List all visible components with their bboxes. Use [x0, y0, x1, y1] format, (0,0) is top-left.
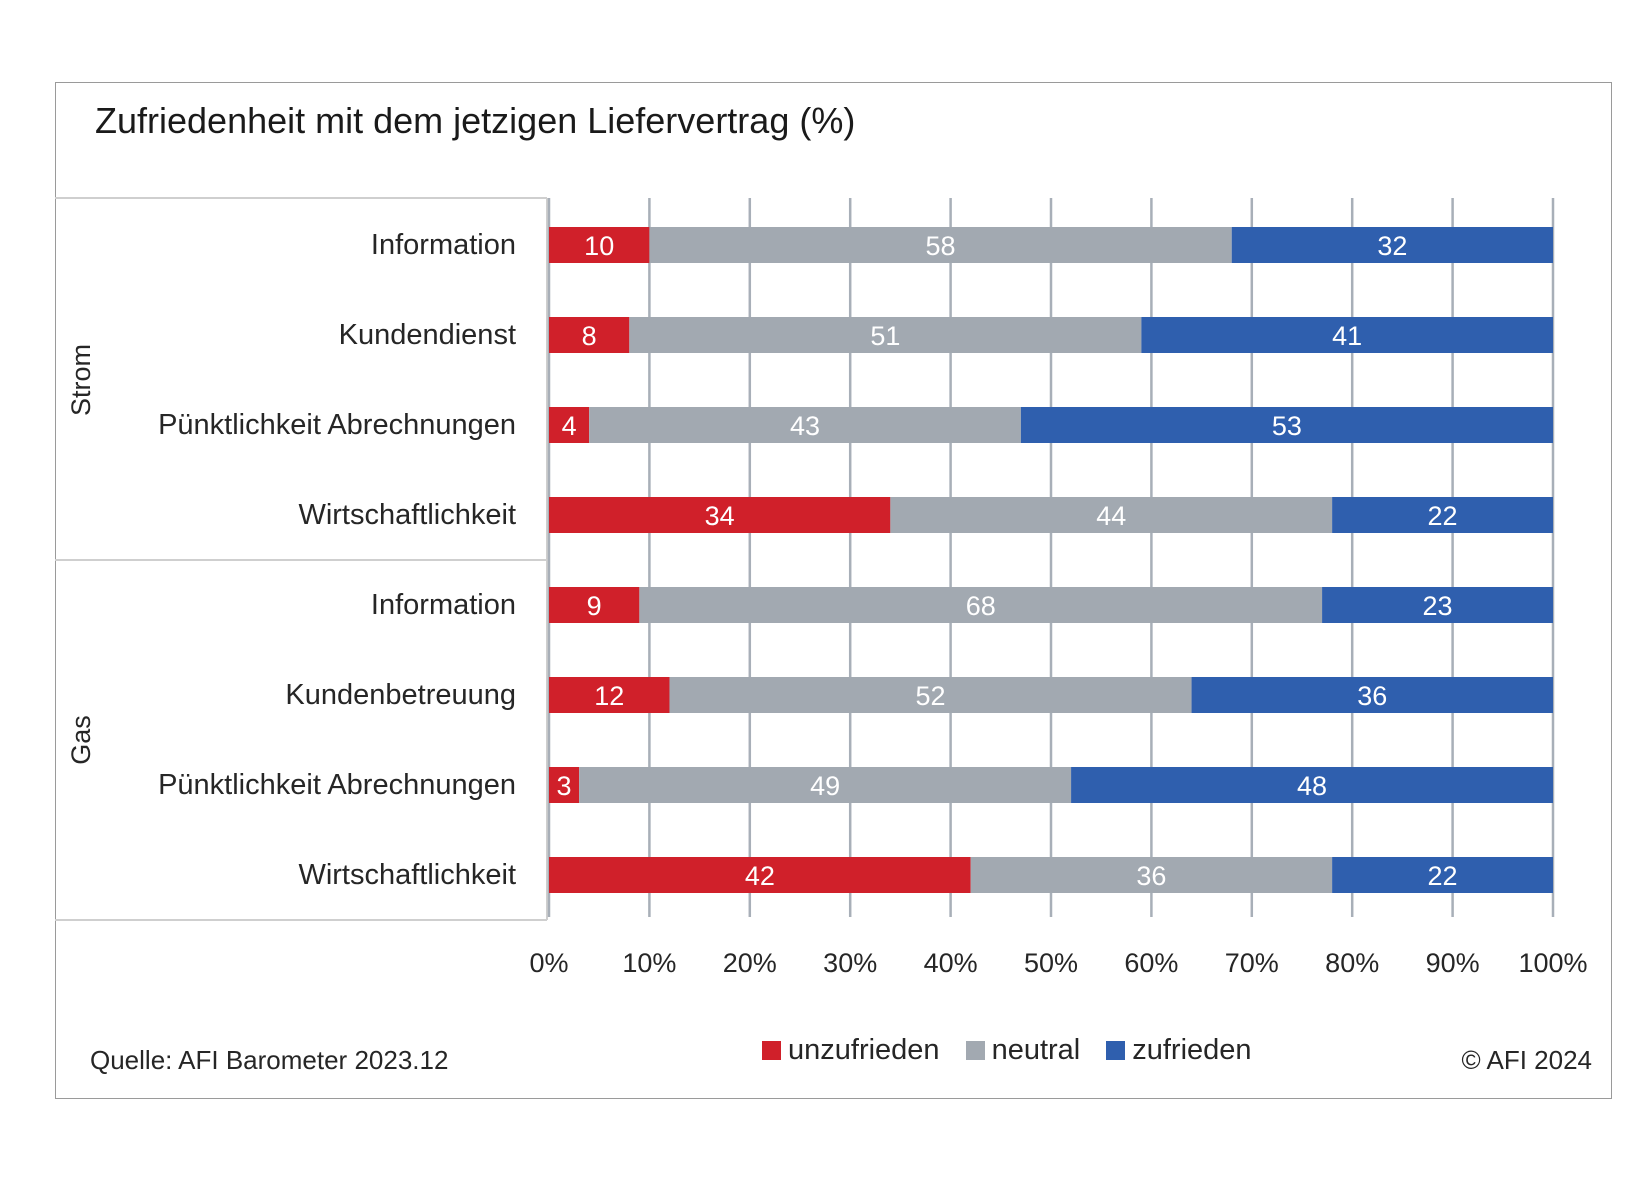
bar-value-label: 36: [1136, 861, 1166, 891]
bar-value-label: 52: [915, 681, 945, 711]
category-label: Information: [371, 589, 516, 621]
bar-value-label: 42: [745, 861, 775, 891]
bar-segment-unzufrieden: [549, 677, 670, 713]
legend-swatch: [965, 1041, 985, 1060]
category-label: Kundendienst: [339, 319, 516, 351]
bar-segment-zufrieden: [1071, 767, 1553, 803]
legend-label: neutral: [991, 1034, 1081, 1066]
legend-item-zufrieden: zufrieden: [1106, 1034, 1252, 1067]
gridlines: [547, 198, 1555, 917]
group-labels: Strom Gas: [66, 344, 96, 765]
bar-value-label: 58: [926, 231, 956, 261]
chart-frame: [55, 82, 1612, 1099]
bar-value-label: 32: [1377, 231, 1407, 261]
category-label: Wirtschaftlichkeit: [298, 499, 516, 531]
bar-value-label: 68: [966, 591, 996, 621]
x-tick-label: 0%: [529, 948, 568, 978]
x-tick-label: 70%: [1225, 948, 1279, 978]
bar-segment-neutral: [589, 407, 1021, 443]
bar-value-label: 22: [1428, 501, 1458, 531]
bar-segment-zufrieden: [1191, 677, 1553, 713]
x-tick-label: 100%: [1518, 948, 1587, 978]
bar-value-label: 51: [870, 321, 900, 351]
bar-segment-zufrieden: [1332, 497, 1553, 533]
category-table-lines: [55, 197, 548, 921]
legend-swatch: [762, 1041, 781, 1060]
x-tick-label: 40%: [924, 948, 978, 978]
bar-segment-neutral: [970, 857, 1333, 893]
legend-item-unzufrieden: unzufrieden: [762, 1034, 940, 1067]
bar-value-label: 12: [594, 681, 624, 711]
bar-segment-neutral: [649, 227, 1232, 263]
bar-value-label: 53: [1272, 411, 1302, 441]
legend-label: zufrieden: [1132, 1034, 1252, 1066]
x-tick-label: 80%: [1325, 948, 1379, 978]
bar-segment-zufrieden: [1020, 407, 1553, 443]
bar-segment-zufrieden: [1231, 227, 1553, 263]
bar-segment-neutral: [639, 587, 1323, 623]
group-label: Strom: [66, 344, 96, 416]
bar-value-label: 48: [1297, 771, 1327, 801]
category-label: Kundenbetreuung: [285, 679, 516, 711]
x-axis-ticks: 0% 10% 20% 30% 40% 50% 60% 70% 80% 90% 100%: [529, 948, 1587, 978]
bar-value-label: 9: [587, 591, 602, 621]
bar-value-label: 43: [790, 411, 820, 441]
bar-segment-unzufrieden: [549, 587, 640, 623]
bar-segment-zufrieden: [1141, 317, 1553, 353]
bar-value-label: 23: [1423, 591, 1453, 621]
x-tick-label: 20%: [723, 948, 777, 978]
bar-segment-unzufrieden: [549, 227, 650, 263]
bar-segment-unzufrieden: [549, 317, 630, 353]
bars: 10 58 32 8 51 41 4 43 53 34 44 22 9 68 23 12 52 36 3 49 48 42…: [549, 227, 1553, 893]
bar-segment-unzufrieden: [549, 767, 580, 803]
bar-value-label: 4: [562, 411, 577, 441]
bar-segment-neutral: [669, 677, 1192, 713]
bar-segment-zufrieden: [1332, 857, 1553, 893]
legend-swatch: [1106, 1041, 1126, 1060]
bar-segment-neutral: [579, 767, 1072, 803]
copyright-note: © AFI 2024: [1461, 1045, 1592, 1075]
category-labels: Information Kundendienst Pünktlichkeit Abr…: [158, 229, 516, 891]
bar-value-label: 41: [1332, 321, 1362, 351]
x-tick-label: 10%: [622, 948, 676, 978]
category-label: Pünktlichkeit Abrechnungen: [158, 769, 516, 801]
bar-value-label: 10: [584, 231, 614, 261]
legend-item-neutral: neutral: [965, 1034, 1081, 1067]
group-label: Gas: [66, 715, 96, 765]
bar-value-label: 34: [705, 501, 735, 531]
category-label: Information: [371, 229, 516, 261]
bar-segment-unzufrieden: [549, 497, 891, 533]
bar-value-label: 22: [1428, 861, 1458, 891]
bar-value-label: 44: [1096, 501, 1126, 531]
x-tick-label: 50%: [1024, 948, 1078, 978]
bar-segment-zufrieden: [1322, 587, 1553, 623]
chart-title: Zufriedenheit mit dem jetzigen Lieferver…: [95, 100, 856, 141]
source-note: Quelle: AFI Barometer 2023.12: [90, 1045, 449, 1075]
bar-segment-unzufrieden: [549, 857, 971, 893]
category-label: Pünktlichkeit Abrechnungen: [158, 409, 516, 441]
x-tick-label: 90%: [1426, 948, 1480, 978]
x-tick-label: 60%: [1124, 948, 1178, 978]
legend-label: unzufrieden: [788, 1034, 940, 1066]
bar-segment-neutral: [890, 497, 1333, 533]
bar-value-label: 49: [810, 771, 840, 801]
category-label: Wirtschaftlichkeit: [298, 859, 516, 891]
x-tick-label: 30%: [823, 948, 877, 978]
bar-value-label: 8: [582, 321, 597, 351]
bar-segment-unzufrieden: [549, 407, 590, 443]
bar-value-label: 3: [557, 771, 572, 801]
bar-segment-neutral: [629, 317, 1142, 353]
bar-value-label: 36: [1357, 681, 1387, 711]
legend: unzufrieden neutral zufrieden: [762, 1034, 1278, 1067]
